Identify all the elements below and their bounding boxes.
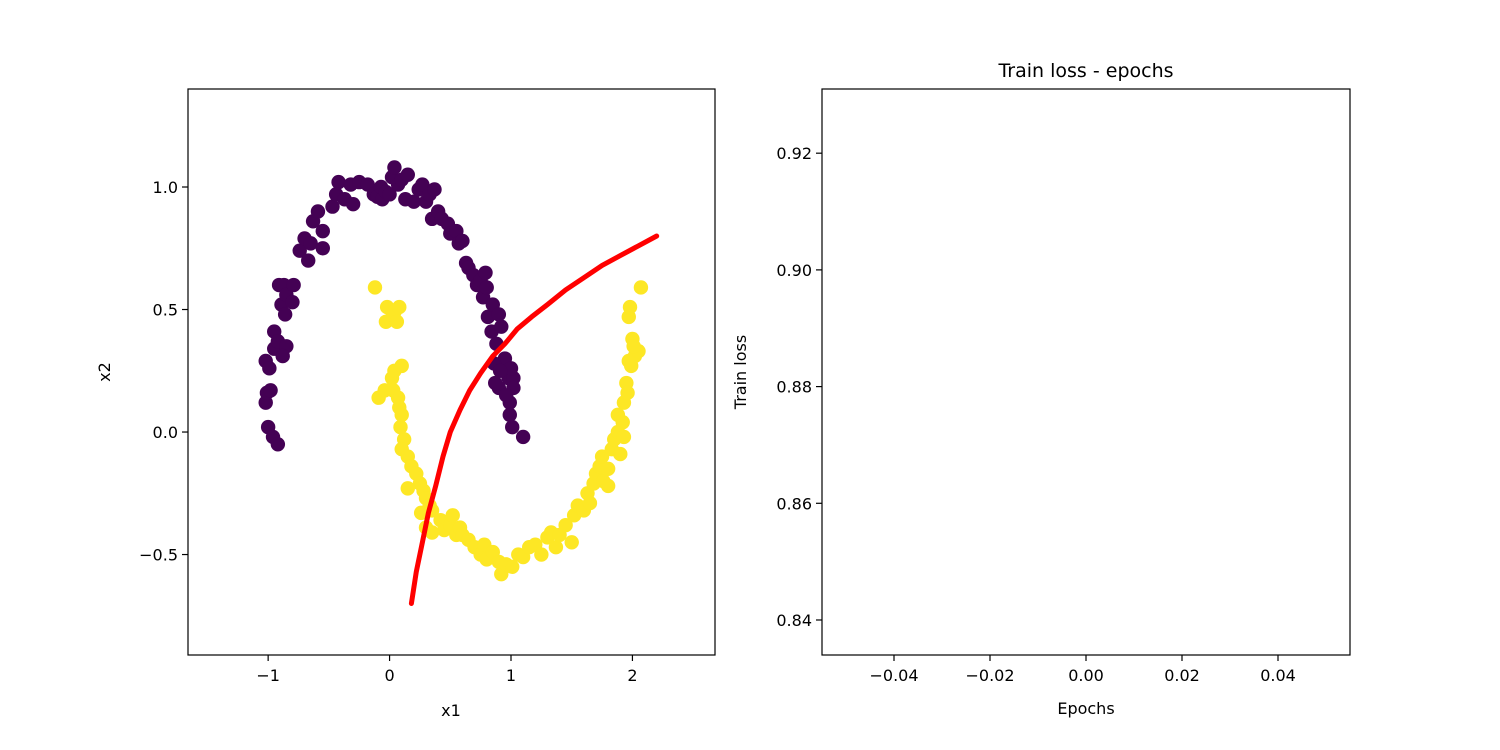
class0-points [258, 160, 531, 452]
loss-title: Train loss - epochs [997, 60, 1173, 82]
loss-frame [821, 88, 1351, 656]
loss-x-tick-label: 0.00 [1068, 666, 1104, 685]
class0-point [275, 348, 290, 364]
loss-x-label: Epochs [1057, 699, 1114, 718]
scatter-y-tick-label: 1.0 [153, 178, 178, 197]
class0-point [292, 243, 307, 258]
loss-y-label: Train loss [731, 335, 750, 410]
class1-points [367, 280, 649, 582]
class0-point [502, 407, 517, 423]
scatter-x-ticks: −1 0 1 2 [256, 655, 638, 685]
class0-point [262, 361, 277, 376]
scatter-panel: −1 0 1 2 −0.5 0.0 0.5 1.0 x1 x2 [95, 88, 716, 720]
class1-point [613, 446, 628, 462]
loss-y-tick-label: 0.86 [776, 494, 812, 513]
class1-point [548, 539, 564, 555]
class0-point [515, 429, 531, 445]
class0-point [285, 294, 300, 310]
class1-point [393, 419, 408, 435]
class1-point [505, 559, 520, 574]
class1-point [620, 385, 635, 401]
class1-point [600, 478, 616, 494]
scatter-y-tick-label: −0.5 [139, 546, 178, 565]
class0-point [415, 177, 430, 192]
class0-point [325, 199, 340, 214]
loss-y-ticks: 0.84 0.86 0.88 0.90 0.92 [776, 144, 822, 630]
decision-boundary [408, 233, 660, 606]
class0-point [303, 236, 318, 251]
class0-point [427, 182, 442, 197]
scatter-y-ticks: −0.5 0.0 0.5 1.0 [139, 178, 188, 565]
class0-point [455, 233, 470, 249]
class1-point [400, 481, 415, 496]
loss-y-tick-label: 0.84 [776, 611, 812, 630]
class1-point [392, 299, 407, 315]
class0-point [310, 204, 326, 219]
class0-point [498, 388, 514, 403]
loss-x-ticks: −0.04 −0.02 0.00 0.02 0.04 [869, 655, 1296, 685]
scatter-y-tick-label: 0.0 [153, 423, 178, 442]
class0-point [270, 437, 286, 452]
class0-point [277, 307, 293, 322]
loss-x-tick-label: −0.04 [869, 666, 918, 685]
class0-point [345, 196, 361, 212]
class1-point [367, 280, 383, 295]
class1-point [413, 505, 429, 521]
scatter-x-tick-label: 0 [384, 666, 394, 685]
class1-point [424, 525, 440, 540]
class0-point [480, 309, 496, 325]
class1-point [534, 547, 549, 562]
class1-point [626, 339, 641, 354]
class0-point [503, 361, 519, 376]
class0-point [406, 194, 422, 209]
class1-point [394, 407, 409, 423]
class1-point [389, 314, 405, 329]
class0-point [479, 280, 494, 295]
scatter-x-tick-label: 2 [627, 666, 637, 685]
class0-point [315, 223, 330, 239]
loss-y-tick-label: 0.90 [776, 261, 812, 280]
class0-point [488, 375, 503, 391]
class0-point [315, 241, 330, 256]
class1-point [610, 407, 626, 423]
class1-point [558, 517, 573, 533]
scatter-y-label: x2 [95, 362, 114, 382]
boundary-line [408, 233, 660, 606]
scatter-y-tick-label: 0.5 [153, 301, 178, 320]
class1-point [616, 429, 632, 445]
loss-x-tick-label: 0.02 [1164, 666, 1200, 685]
class0-point [286, 277, 301, 293]
loss-x-tick-label: −0.02 [965, 666, 1014, 685]
loss-y-tick-label: 0.92 [776, 144, 812, 163]
scatter-x-tick-label: 1 [506, 666, 516, 685]
class0-point [263, 383, 278, 398]
class0-point [505, 419, 520, 435]
class1-point [445, 508, 460, 523]
class1-point [600, 461, 616, 476]
class1-point [564, 535, 579, 550]
class0-point [478, 265, 493, 280]
scatter-x-label: x1 [441, 701, 461, 720]
loss-panel: −0.04 −0.02 0.00 0.02 0.04 0.840.860.880.900… [731, 60, 1351, 718]
class0-point [387, 160, 402, 175]
class0-point [491, 307, 507, 322]
scatter-frame [187, 88, 716, 656]
loss-y-tick-label: 0.88 [776, 378, 812, 397]
class0-point [492, 363, 508, 378]
class0-point [331, 174, 346, 190]
class0-point [494, 319, 509, 334]
class1-point [394, 358, 409, 374]
class0-point [382, 187, 397, 202]
class1-point [582, 495, 598, 511]
class1-point [622, 299, 638, 315]
loss-x-tick-label: 0.04 [1260, 666, 1296, 685]
scatter-x-tick-label: −1 [256, 666, 280, 685]
class0-point [301, 253, 316, 268]
class0-point [400, 167, 415, 182]
class1-point [633, 280, 649, 295]
